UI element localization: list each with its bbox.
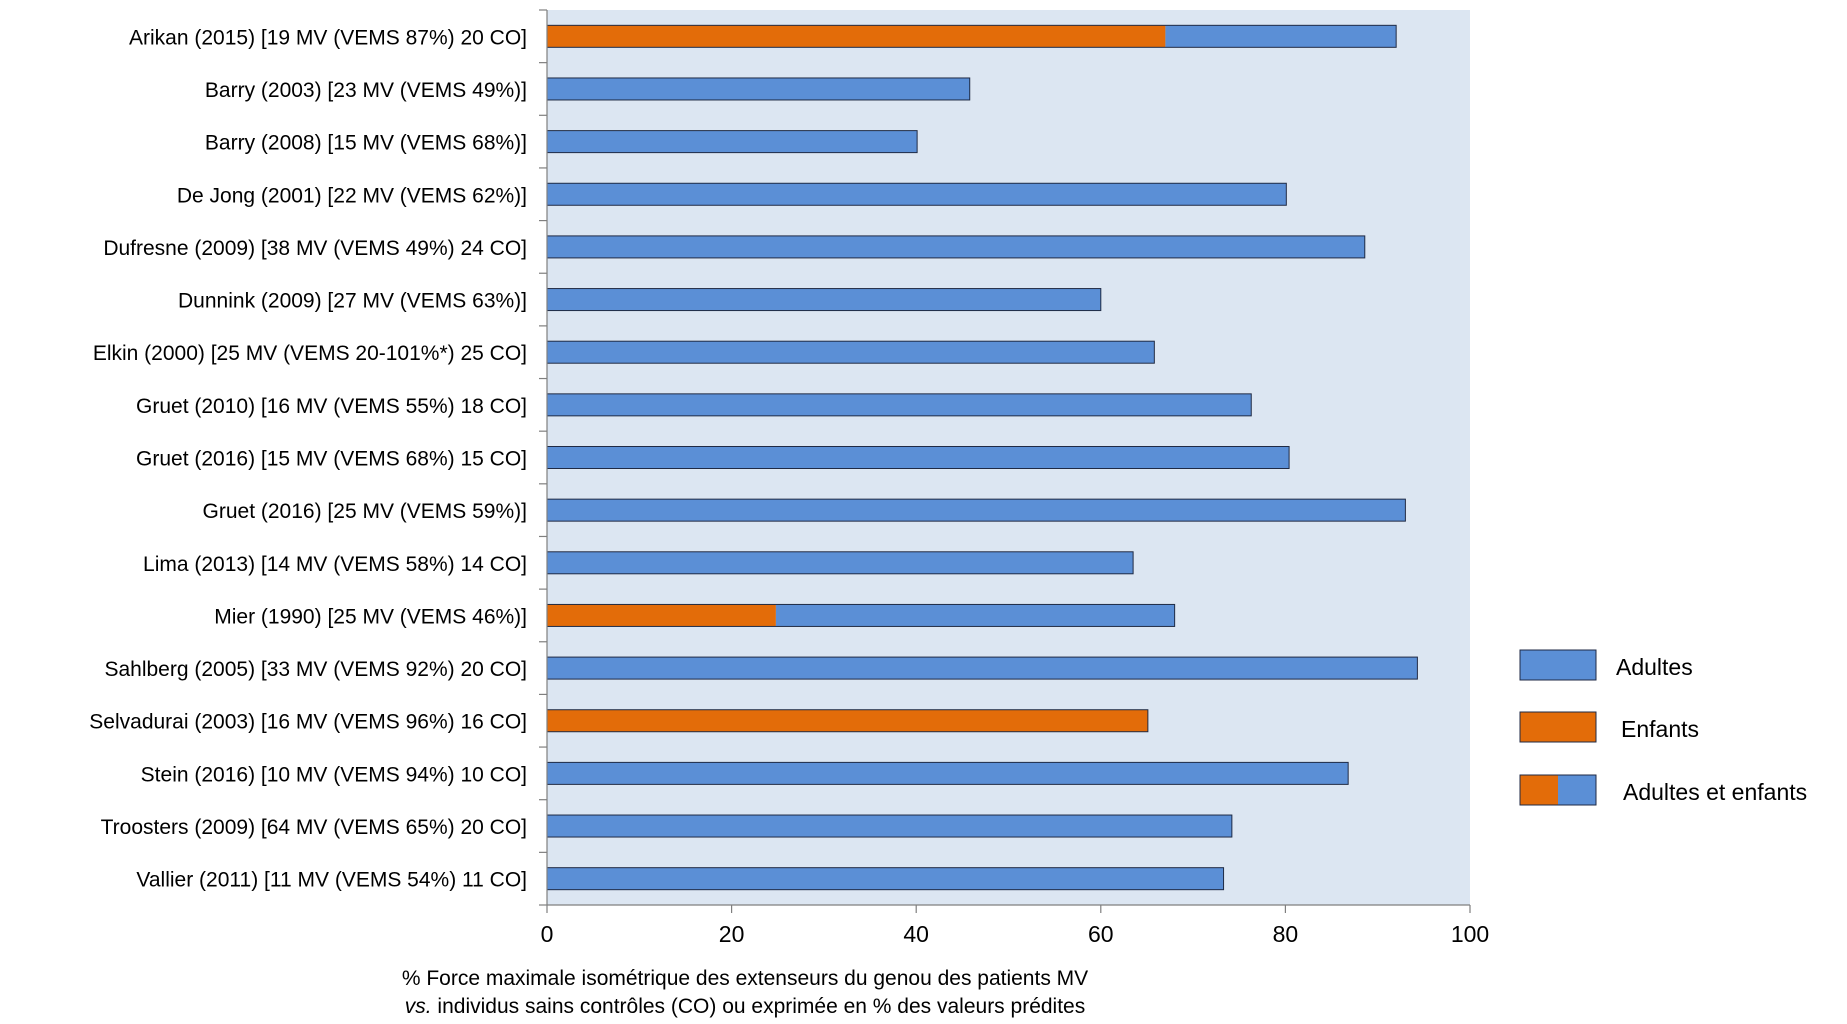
category-label: Dufresne (2009) [38 MV (VEMS 49%) 24 CO] xyxy=(103,237,527,260)
category-label: Gruet (2010) [16 MV (VEMS 55%) 18 CO] xyxy=(136,395,527,418)
bar xyxy=(546,235,1366,259)
legend-swatch-child-part xyxy=(1520,775,1558,805)
legend-swatch xyxy=(1519,649,1597,681)
axes xyxy=(539,9,1470,906)
x-tick-label: 20 xyxy=(719,921,745,947)
bar xyxy=(546,182,1287,206)
bar-segment-adultes xyxy=(547,867,1224,890)
legend-swatch-outline xyxy=(1519,774,1597,806)
bar xyxy=(546,551,1134,575)
category-label: Arikan (2015) [19 MV (VEMS 87%) 20 CO] xyxy=(129,26,527,49)
bar-segment-adultes xyxy=(775,604,1175,627)
bar xyxy=(546,24,1397,48)
category-labels: Arikan (2015) [19 MV (VEMS 87%) 20 CO] Ba… xyxy=(89,26,527,891)
x-tick-label: 100 xyxy=(1451,921,1489,947)
legend: Adultes Enfants Adultes et enfants xyxy=(1519,649,1807,806)
category-label: Troosters (2009) [64 MV (VEMS 65%) 20 CO… xyxy=(101,816,527,839)
category-label: Sahlberg (2005) [33 MV (VEMS 92%) 20 CO] xyxy=(104,658,527,681)
x-tick-label: 60 xyxy=(1088,921,1114,947)
bar-segment-adultes xyxy=(547,235,1365,258)
x-axis-title-rest: individus sains contrôles (CO) ou exprim… xyxy=(432,995,1086,1018)
x-tick-label: 0 xyxy=(541,921,554,947)
bar-segment-adultes xyxy=(547,288,1101,311)
category-label: Vallier (2011) [11 MV (VEMS 54%) 11 CO] xyxy=(136,869,527,892)
category-label: Barry (2008) [15 MV (VEMS 68%)] xyxy=(205,132,527,155)
bar xyxy=(546,603,1176,627)
legend-label: Enfants xyxy=(1621,716,1699,742)
bar xyxy=(546,709,1149,733)
category-label: Lima (2013) [14 MV (VEMS 58%) 14 CO] xyxy=(143,553,527,576)
bar xyxy=(546,130,918,154)
x-axis-title-line1: % Force maximale isométrique des extense… xyxy=(402,967,1088,990)
bar-segment-adultes xyxy=(547,446,1290,469)
bar-segment-adultes xyxy=(1165,25,1397,48)
bar xyxy=(546,867,1225,891)
legend-label: Adultes et enfants xyxy=(1623,779,1807,805)
legend-swatch xyxy=(1519,711,1597,743)
bar xyxy=(546,498,1406,522)
bar-segment-enfants xyxy=(547,709,1148,732)
legend-label: Adultes xyxy=(1616,654,1693,680)
bar xyxy=(546,393,1252,417)
bar-segment-adultes xyxy=(547,77,970,100)
bar xyxy=(546,656,1418,680)
bar-segment-adultes xyxy=(547,499,1406,522)
bar-segment-adultes xyxy=(547,341,1155,364)
legend-swatch-adult-part xyxy=(1558,775,1596,805)
category-label: Mier (1990) [25 MV (VEMS 46%)] xyxy=(214,605,527,628)
category-label: Selvadurai (2003) [16 MV (VEMS 96%) 16 C… xyxy=(89,711,527,734)
bar xyxy=(546,288,1102,312)
category-label: Barry (2003) [23 MV (VEMS 49%)] xyxy=(205,79,527,102)
bar xyxy=(546,446,1290,469)
bar-segment-adultes xyxy=(547,657,1418,680)
bar xyxy=(546,340,1155,364)
bar xyxy=(546,761,1349,785)
category-label: Stein (2016) [10 MV (VEMS 94%) 10 CO] xyxy=(141,763,527,786)
bar-segment-enfants xyxy=(547,604,776,627)
bar-segment-adultes xyxy=(547,762,1349,785)
bar-segment-adultes xyxy=(547,393,1252,416)
bar-segment-adultes xyxy=(547,551,1134,574)
bar-segment-enfants xyxy=(547,25,1166,48)
bar-segment-adultes xyxy=(547,815,1232,838)
category-label: Gruet (2016) [15 MV (VEMS 68%) 15 CO] xyxy=(136,448,527,471)
x-tick-labels: 0 20 40 60 80 100 xyxy=(541,905,1489,947)
x-tick-label: 40 xyxy=(903,921,929,947)
x-axis-title-italic: vs. xyxy=(405,995,432,1018)
bar-segment-adultes xyxy=(547,130,918,153)
bar-segment-adultes xyxy=(547,183,1287,206)
x-axis-title-line2: vs. individus sains contrôles (CO) ou ex… xyxy=(405,995,1085,1018)
category-label: De Jong (2001) [22 MV (VEMS 62%)] xyxy=(177,184,527,207)
category-label: Elkin (2000) [25 MV (VEMS 20-101%*) 25 C… xyxy=(93,342,527,365)
bars-group xyxy=(546,24,1418,891)
category-label: Gruet (2016) [25 MV (VEMS 59%)] xyxy=(203,500,527,523)
bar xyxy=(546,77,971,101)
x-tick-label: 80 xyxy=(1273,921,1299,947)
bar xyxy=(546,814,1233,838)
category-label: Dunnink (2009) [27 MV (VEMS 63%)] xyxy=(178,290,527,313)
legend-item-child: Enfants xyxy=(1519,711,1699,743)
legend-item-adult: Adultes xyxy=(1519,649,1693,681)
legend-item-mixed: Adultes et enfants xyxy=(1519,774,1807,806)
